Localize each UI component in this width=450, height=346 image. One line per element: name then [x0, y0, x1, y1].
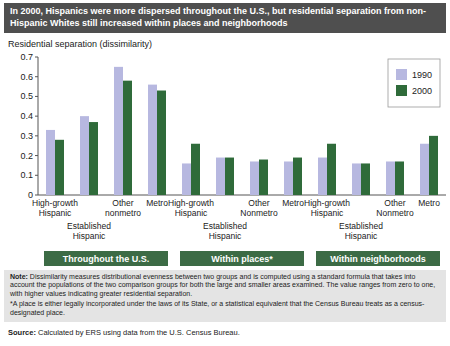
y-tick: [35, 116, 38, 117]
bar: [259, 160, 268, 195]
bar: [55, 140, 64, 195]
y-tick: [35, 57, 38, 58]
y-tick-label: 0.2: [20, 151, 33, 161]
bar: [225, 158, 234, 195]
note: Note: Dissimilarity measures distributio…: [10, 273, 440, 298]
y-tick: [35, 76, 38, 77]
bar: [123, 81, 132, 195]
bar: [429, 136, 438, 195]
category-label: Metro: [146, 198, 168, 208]
source: Source: Calculated by ERS using data fro…: [8, 328, 444, 337]
legend-swatch: [396, 85, 407, 96]
y-axis-label: Residential separation (dissimilarity): [8, 39, 152, 49]
category-label: EstablishedHispanic: [67, 221, 111, 241]
y-tick-label: 0.1: [20, 170, 33, 180]
category-label: OtherNonmetro: [376, 198, 414, 218]
x-axis-line: [38, 195, 446, 196]
category-label: Metro: [418, 198, 440, 208]
legend-label: 2000: [412, 86, 432, 96]
y-tick: [35, 195, 38, 196]
category-label: High-growthHispanic: [32, 198, 78, 218]
y-tick: [35, 135, 38, 136]
bar: [361, 163, 370, 195]
bar: [250, 161, 259, 195]
group-box: [44, 251, 168, 266]
category-label: Metro: [282, 198, 304, 208]
y-tick: [35, 155, 38, 156]
category-label: EstablishedHispanic: [203, 221, 247, 241]
legend-swatch: [396, 69, 407, 80]
category-label: OtherNonmetro: [240, 198, 278, 218]
legend-label: 1990: [412, 70, 432, 80]
y-tick: [35, 175, 38, 176]
group-box: [180, 251, 304, 266]
bar: [386, 161, 395, 195]
bar: [395, 161, 404, 195]
notes-box: Note: Dissimilarity measures distributio…: [4, 270, 446, 322]
bar: [318, 158, 327, 195]
bar: [157, 91, 166, 195]
footnote: *A place is either legally incorporated …: [10, 300, 440, 317]
bar: [216, 158, 225, 195]
bar: [293, 158, 302, 195]
y-tick-label: 0.5: [20, 91, 33, 101]
y-tick-label: 0.7: [20, 52, 33, 62]
bar: [420, 144, 429, 195]
bar: [114, 67, 123, 195]
group-label: Within neighborhoods: [330, 254, 425, 264]
y-axis-line: [38, 57, 39, 195]
category-label: High-growthHispanic: [168, 198, 214, 218]
bar: [80, 116, 89, 195]
chart-root: Residential separation (dissimilarity)00…: [0, 0, 450, 346]
bar: [46, 130, 55, 195]
bar: [327, 144, 336, 195]
bar: [191, 144, 200, 195]
bar: [148, 85, 157, 195]
group-box: [316, 251, 440, 266]
category-label: High-growthHispanic: [304, 198, 350, 218]
bar: [352, 163, 361, 195]
group-label: Throughout the U.S.: [63, 254, 149, 264]
title: In 2000, Hispanics were more dispersed t…: [4, 3, 446, 33]
bar: [182, 163, 191, 195]
y-tick-label: 0.3: [20, 131, 33, 141]
y-tick-label: 0.6: [20, 72, 33, 82]
y-tick: [35, 96, 38, 97]
category-label: Othernonmetro: [105, 198, 141, 218]
bar: [89, 122, 98, 195]
group-label: Within places*: [211, 254, 273, 264]
bar: [284, 161, 293, 195]
category-label: EstablishedHispanic: [339, 221, 383, 241]
legend-box: [388, 59, 440, 107]
y-tick-label: 0.4: [20, 111, 33, 121]
bars: [46, 67, 438, 195]
